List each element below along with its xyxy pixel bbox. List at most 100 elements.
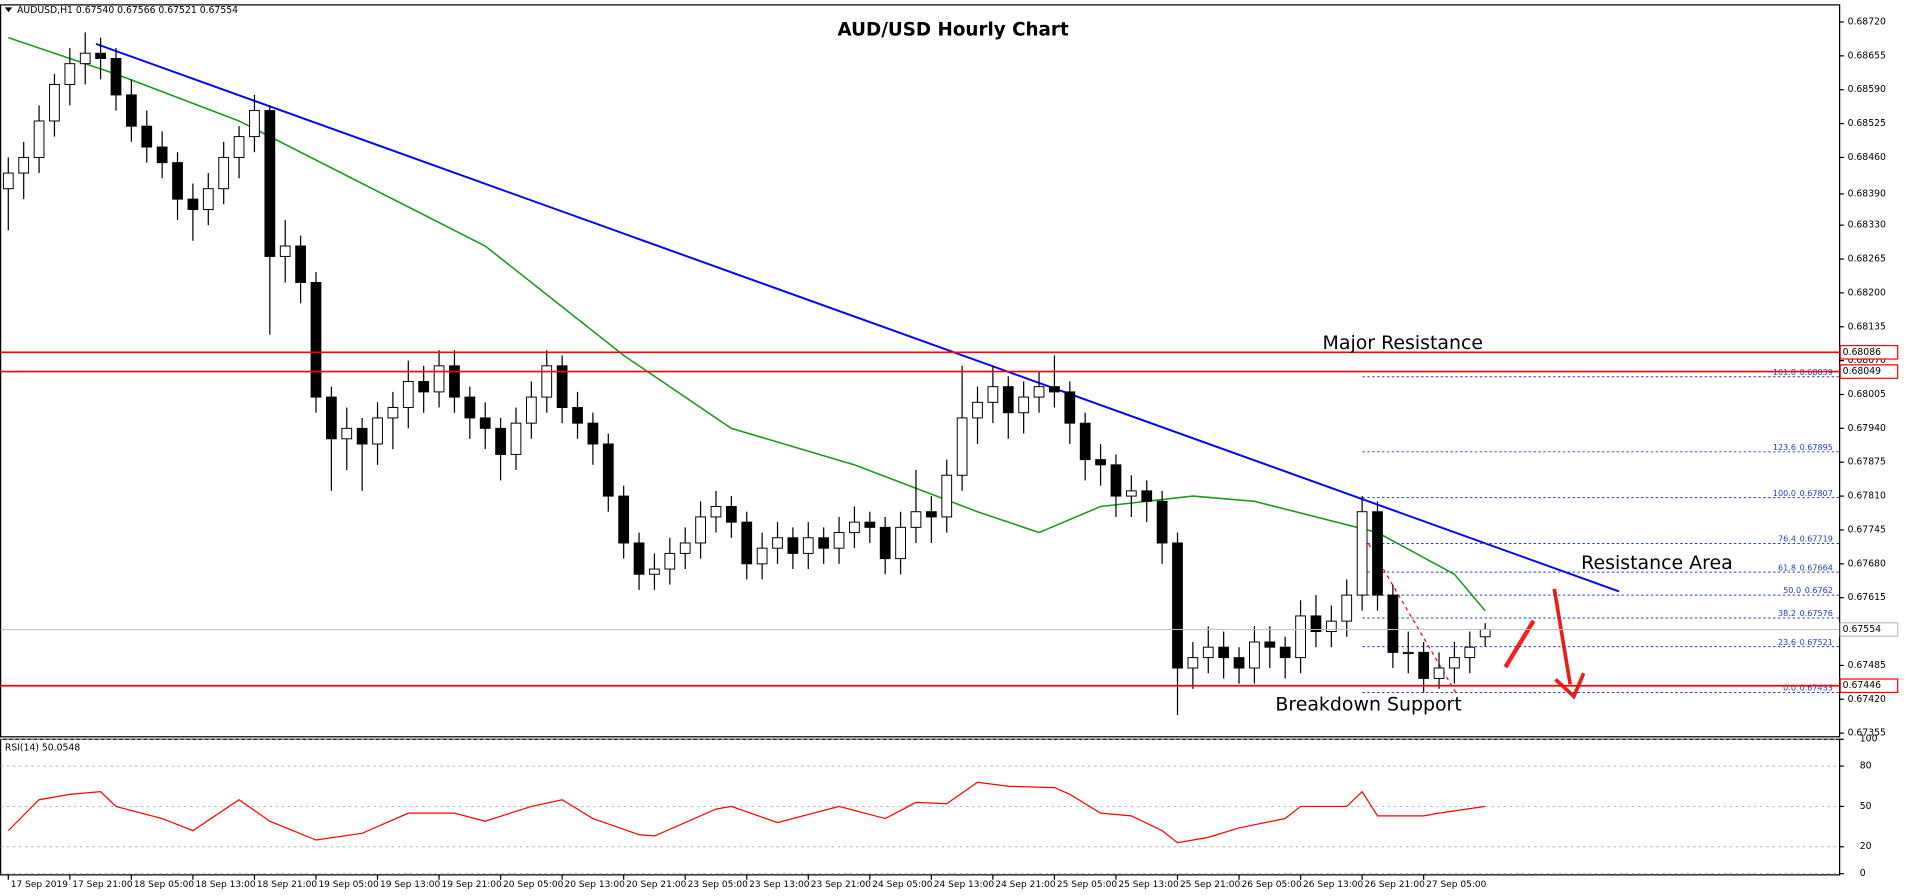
candle-body [79,52,91,65]
fib-ratio: 123.6 [1773,442,1796,451]
x-tick-label: 25 Sep 05:00 [1057,880,1118,890]
y-tick-label: 0.68135 [1848,321,1886,332]
bounce-arrow [1503,619,1536,669]
y-tick-label: 0.68005 [1848,389,1886,400]
candle-body [95,52,106,59]
y-tick-label: 100 [1860,734,1878,745]
y-tick-label: 0.67680 [1848,558,1886,569]
candle-body [664,552,676,570]
candle-body [849,521,860,534]
x-tick-label: 23 Sep 13:00 [749,880,810,890]
candle-body [325,396,337,440]
annotation: Breakdown Support [1275,694,1461,716]
candle-body [1325,620,1337,633]
y-tick-label: 0.68200 [1848,287,1886,298]
x-tick-label: 17 Sep 2019 [11,880,68,890]
candle-body [202,188,214,211]
level-label-box [1839,622,1899,637]
candle-body [387,407,399,419]
fib-ratio: 23.6 [1778,637,1796,646]
x-tick-label: 26 Sep 13:00 [1303,880,1364,890]
candle-body [987,386,999,403]
candle-body [1341,594,1353,622]
candle-body [1141,490,1153,502]
candle-body [495,427,506,455]
candle-body [1249,641,1260,669]
level-label: 0.68049 [1843,366,1881,377]
x-tick-label: 24 Sep 05:00 [872,880,933,890]
level-label-box [1839,344,1899,360]
candle-body [649,568,660,575]
candle-body [110,57,122,96]
fib-price: 0.67719 [1800,534,1833,543]
y-tick-label: 0 [1860,868,1866,879]
trendline [95,42,1620,593]
fib-price: 0.67664 [1800,563,1833,572]
candle-body [1264,641,1276,648]
candle-body [372,417,383,445]
candle-body [1110,464,1122,497]
candle-body [787,537,799,554]
y-tick-label: 0.68655 [1848,50,1886,61]
candle-body [695,516,706,544]
candle-body [1018,396,1030,414]
fib-price: 0.67807 [1800,488,1833,497]
candle-body [356,427,368,445]
candle-body [1310,615,1322,633]
y-tick-label: 0.68590 [1848,84,1886,95]
candle-body [233,136,245,158]
x-tick-label: 18 Sep 13:00 [195,880,256,890]
candle-body [1202,646,1214,659]
candle-body [725,506,737,523]
fib-price: 0.67433 [1800,683,1833,692]
candle-body [941,474,953,518]
candle-body [1064,391,1076,424]
candle-body [464,396,476,419]
level-label: 0.68086 [1843,347,1881,358]
x-tick-label: 25 Sep 13:00 [1118,880,1179,890]
y-tick-label: 0.67420 [1848,694,1886,705]
y-tick-label: 0.68720 [1848,16,1886,27]
y-tick-label: 50 [1860,801,1872,812]
x-tick-label: 18 Sep 21:00 [257,880,318,890]
candle-body [910,511,922,528]
x-tick-label: 18 Sep 05:00 [134,880,195,890]
candle-body [1233,657,1245,669]
candle-body [972,401,983,419]
level-label: 0.67446 [1843,680,1881,691]
y-tick-label: 0.68460 [1848,152,1886,163]
candle-body [602,443,614,497]
candle-body [310,281,322,398]
header-icon [4,7,13,13]
candle-body [1125,490,1137,497]
y-tick-label: 0.68070 [1848,355,1886,366]
annotation: Major Resistance [1323,332,1484,354]
candle-body [833,532,845,549]
candle-body [49,84,60,122]
candle-body [587,422,599,445]
candle-body [295,245,306,283]
candle-body [572,407,583,424]
x-tick-label: 23 Sep 05:00 [688,880,749,890]
candle-body [1433,667,1445,679]
candle-body [418,380,430,393]
y-tick-label: 0.68330 [1848,220,1886,231]
candle-body [1187,657,1199,669]
y-tick-label: 0.68525 [1848,118,1886,129]
candle-body [618,495,630,544]
candle-body [756,547,768,565]
candle-body [156,146,168,164]
x-tick-label: 20 Sep 21:00 [626,880,687,890]
y-tick-label: 0.67615 [1848,592,1886,603]
fib-ratio: 38.2 [1778,609,1796,618]
y-tick-label: 0.67940 [1848,423,1886,434]
candle-body [1372,511,1383,596]
candle-body [2,172,14,190]
candle-body [279,245,291,257]
candle-body [556,365,568,409]
x-tick-label: 26 Sep 05:00 [1241,880,1302,890]
chart-header: AUDUSD,H1 0.67540 0.67566 0.67521 0.6755… [17,5,238,16]
candle-body [1079,422,1091,461]
